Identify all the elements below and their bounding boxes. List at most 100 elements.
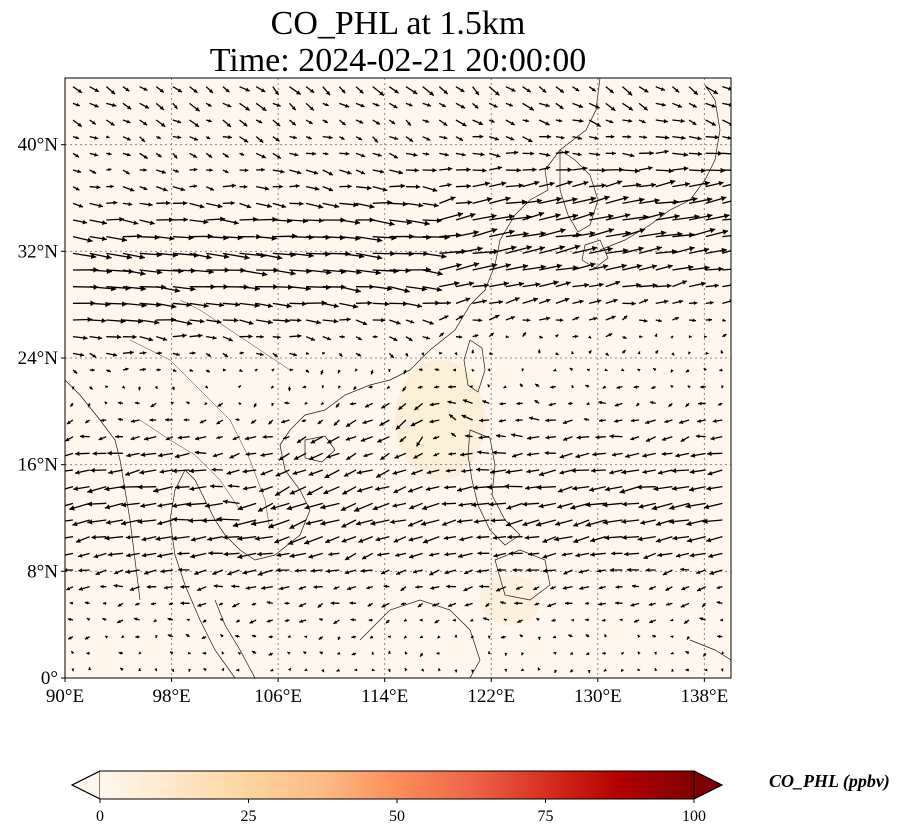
- wind-vector-head: [478, 121, 483, 125]
- wind-vector-head: [718, 150, 723, 156]
- wind-vector-head: [171, 535, 177, 541]
- wind-vector-head: [687, 264, 694, 271]
- wind-vector-head: [325, 102, 329, 107]
- wind-vector-head: [412, 569, 418, 574]
- wind-vector-head: [381, 570, 386, 575]
- wind-vector-head: [276, 254, 283, 261]
- wind-vector-head: [595, 435, 600, 440]
- wind-vector: [65, 519, 74, 522]
- wind-vector-head: [75, 469, 80, 475]
- wind-vector-head: [163, 187, 168, 192]
- wind-vector-head: [203, 302, 209, 309]
- wind-vector-head: [120, 667, 124, 671]
- wind-vector-head: [686, 520, 692, 527]
- wind-vector-head: [636, 282, 642, 288]
- wind-vector-head: [393, 154, 398, 159]
- wind-vector-head: [505, 521, 512, 527]
- wind-vector-head: [479, 134, 484, 139]
- wind-vector-head: [448, 166, 453, 172]
- wind-vector-head: [102, 618, 106, 622]
- coastline-papua: [689, 639, 731, 661]
- wind-vector-head: [558, 118, 563, 123]
- wind-vector-head: [387, 369, 391, 372]
- wind-vector-head: [186, 320, 193, 326]
- wind-vector-head: [126, 452, 131, 458]
- wind-vector-head: [71, 650, 75, 655]
- wind-vector-head: [421, 286, 428, 292]
- wind-vector-head: [341, 523, 347, 528]
- wind-vector-head: [186, 401, 190, 405]
- wind-vector-head: [121, 502, 127, 508]
- wind-vector-head: [57, 504, 62, 509]
- wind-vector-head: [536, 618, 540, 622]
- wind-vector-head: [212, 570, 217, 575]
- wind-vector-head: [291, 121, 296, 126]
- y-tick-label: 32°N: [18, 241, 59, 262]
- wind-vector-head: [402, 387, 406, 392]
- wind-vector-head: [642, 453, 647, 458]
- wind-vector-head: [403, 301, 408, 307]
- wind-vector-head: [321, 385, 325, 389]
- wind-vector-head: [538, 211, 545, 218]
- wind-vector-head: [670, 618, 674, 622]
- country-border: [179, 299, 291, 371]
- wind-vector-head: [341, 335, 345, 339]
- wind-vector-head: [436, 651, 440, 655]
- wind-vector-head: [385, 619, 390, 624]
- wind-vector-head: [414, 168, 419, 173]
- wind-vector-head: [91, 368, 95, 372]
- wind-vector-head: [419, 635, 424, 639]
- wind-vector-head: [343, 472, 349, 477]
- wind-vector-head: [611, 315, 616, 320]
- wind-vector-head: [317, 604, 322, 608]
- wind-vector-head: [478, 318, 483, 323]
- longitude-ticks: 90°E 98°E 106°E 114°E 122°E 130°E 138°E: [46, 678, 728, 707]
- wind-vector-head: [242, 570, 248, 575]
- wind-vector-head: [585, 501, 591, 508]
- wind-vector-head: [127, 105, 132, 110]
- wind-vector-head: [310, 439, 316, 444]
- wind-vector-head: [680, 437, 685, 442]
- wind-vector-head: [257, 507, 264, 512]
- wind-vector-head: [377, 438, 382, 443]
- wind-vector-head: [654, 651, 657, 655]
- wind-vector-head: [358, 538, 364, 543]
- wind-vector-head: [467, 200, 473, 206]
- wind-vector-head: [567, 167, 573, 173]
- wind-vector-head: [195, 107, 200, 112]
- wind-vector-head: [411, 470, 416, 475]
- wind-vector-head: [458, 335, 463, 339]
- wind-vector-head: [308, 120, 313, 124]
- wind-vector-head: [159, 469, 165, 474]
- wind-vector-head: [67, 617, 72, 622]
- coastline-kyushu: [581, 239, 609, 269]
- wind-vector-head: [586, 368, 591, 372]
- wind-vector-head: [412, 89, 418, 94]
- wind-vector-head: [320, 371, 324, 375]
- wind-vector-head: [129, 187, 135, 192]
- wind-vector-head: [383, 584, 388, 589]
- wind-vector-head: [599, 418, 603, 423]
- wind-vector-head: [350, 618, 354, 622]
- wind-vector-head: [206, 369, 210, 373]
- wind-vector-head: [318, 203, 324, 209]
- wind-vector-head: [521, 668, 525, 671]
- wind-vector-head: [534, 180, 540, 186]
- wind-vector-head: [75, 186, 80, 191]
- wind-vector-head: [703, 504, 710, 510]
- wind-vector-head: [432, 187, 438, 193]
- wind-vector-head: [623, 315, 628, 320]
- wind-vector-head: [628, 106, 633, 111]
- wind-vector-head: [568, 634, 572, 638]
- wind-vector-head: [572, 197, 578, 203]
- wind-vector-head: [249, 620, 254, 624]
- wind-vector-head: [237, 505, 243, 511]
- wind-vector-head: [738, 180, 744, 185]
- wind-vector-head: [130, 419, 135, 423]
- wind-vector-head: [684, 620, 688, 624]
- wind-vector-head: [78, 553, 83, 558]
- wind-vector-head: [69, 505, 75, 511]
- wind-vector-head: [626, 567, 631, 573]
- wind-vector-head: [389, 519, 395, 525]
- wind-vector-head: [120, 318, 126, 324]
